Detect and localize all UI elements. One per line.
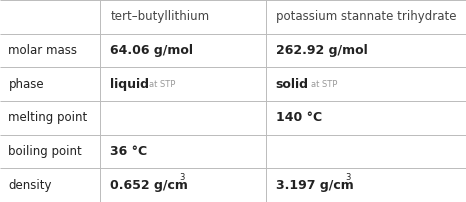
Text: 3.197 g/cm: 3.197 g/cm: [276, 179, 354, 192]
Text: liquid: liquid: [110, 78, 150, 91]
Text: 3: 3: [179, 173, 185, 182]
Text: 3: 3: [345, 173, 350, 182]
Text: density: density: [8, 179, 52, 192]
Text: 36 °C: 36 °C: [110, 145, 148, 158]
Text: solid: solid: [276, 78, 309, 91]
Text: phase: phase: [8, 78, 44, 91]
Text: at STP: at STP: [149, 80, 175, 89]
Text: 0.652 g/cm: 0.652 g/cm: [110, 179, 188, 192]
Text: 262.92 g/mol: 262.92 g/mol: [276, 44, 368, 57]
Text: boiling point: boiling point: [8, 145, 82, 158]
Text: at STP: at STP: [311, 80, 337, 89]
Text: tert–butyllithium: tert–butyllithium: [110, 10, 210, 23]
Text: melting point: melting point: [8, 111, 88, 124]
Text: potassium stannate trihydrate: potassium stannate trihydrate: [276, 10, 456, 23]
Text: 64.06 g/mol: 64.06 g/mol: [110, 44, 193, 57]
Text: molar mass: molar mass: [8, 44, 77, 57]
Text: 140 °C: 140 °C: [276, 111, 322, 124]
